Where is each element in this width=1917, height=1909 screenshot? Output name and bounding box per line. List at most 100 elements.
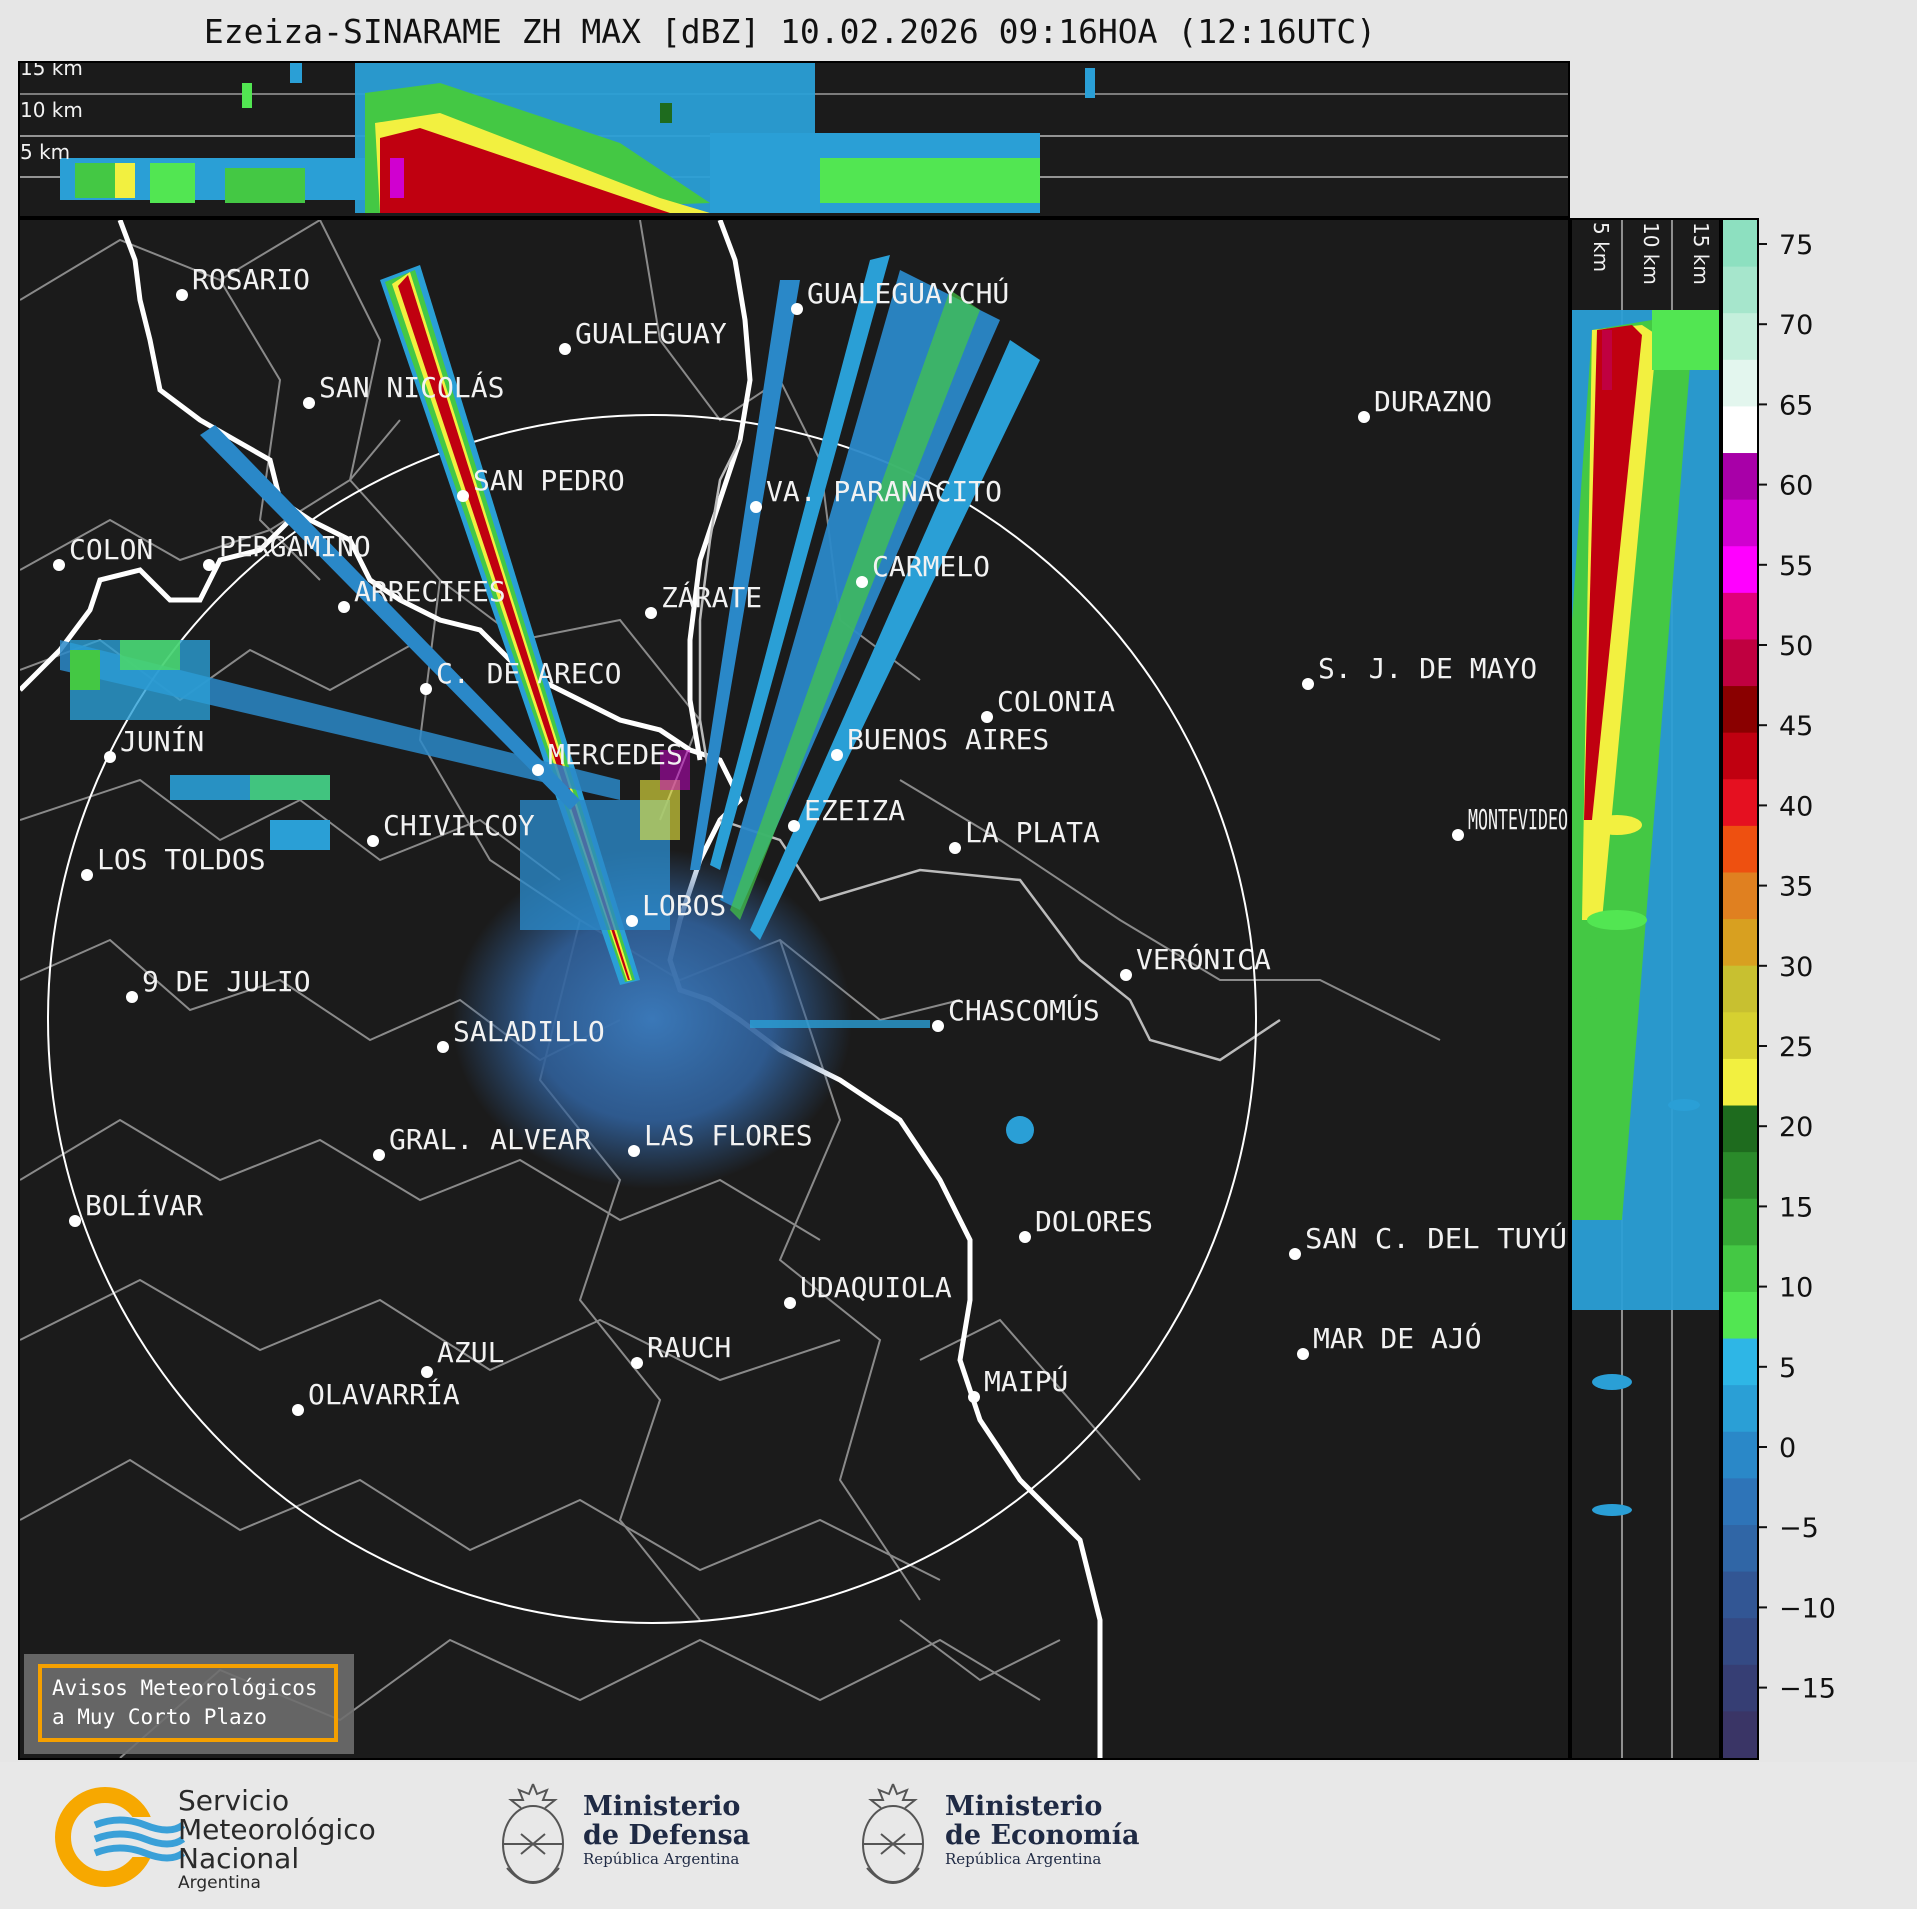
smn-line-3: Nacional bbox=[178, 1842, 300, 1875]
city-label: AZUL bbox=[437, 1336, 504, 1369]
city-label: SAN PEDRO bbox=[473, 464, 625, 497]
city-label: SALADILLO bbox=[453, 1015, 605, 1048]
colorbar-band bbox=[1723, 639, 1757, 687]
colorbar-band bbox=[1723, 313, 1757, 361]
warning-box: Avisos Meteorológicos a Muy Corto Plazo bbox=[24, 1654, 354, 1754]
city-label: OLAVARRÍA bbox=[308, 1377, 460, 1411]
colorbar-tick-label: 75 bbox=[1779, 230, 1813, 261]
colorbar-band bbox=[1723, 779, 1757, 827]
colorbar-band bbox=[1723, 732, 1757, 780]
colorbar-tick-label: −10 bbox=[1779, 1593, 1836, 1624]
city-label: BUENOS AIRES bbox=[847, 723, 1049, 756]
footer: Servicio Meteorológico Nacional Argentin… bbox=[0, 1762, 1917, 1909]
colorbar-tick-label: 25 bbox=[1779, 1032, 1813, 1063]
side-height-label-15km: 15 km bbox=[1689, 222, 1713, 285]
colorbar-tick-label: 70 bbox=[1779, 310, 1813, 341]
city-label: GUALEGUAYCHÚ bbox=[807, 276, 1009, 310]
city-label: CHASCOMÚS bbox=[948, 993, 1100, 1027]
colorbar-tick-label: −5 bbox=[1779, 1513, 1819, 1544]
colorbar-band bbox=[1723, 1664, 1757, 1712]
side-height-label-5km: 5 km bbox=[1589, 222, 1613, 272]
colorbar-band bbox=[1723, 1571, 1757, 1619]
colorbar-tick-label: −15 bbox=[1779, 1674, 1836, 1705]
city-label: ZÁRATE bbox=[661, 580, 762, 614]
economia-seal-icon bbox=[855, 1778, 931, 1894]
height-label-15km: 15 km bbox=[20, 63, 83, 80]
smn-logo-text: Servicio Meteorológico Nacional Argentin… bbox=[178, 1786, 376, 1893]
city-label: DURAZNO bbox=[1374, 385, 1492, 418]
colorbar-band bbox=[1723, 1245, 1757, 1293]
colorbar-band bbox=[1723, 1291, 1757, 1340]
colorbar-tick-label: 30 bbox=[1779, 952, 1813, 983]
city-label: CARMELO bbox=[872, 550, 990, 583]
city-label: 9 DE JULIO bbox=[142, 965, 311, 998]
side-height-label-10km: 10 km bbox=[1639, 222, 1663, 285]
chart-title: Ezeiza-SINARAME ZH MAX [dBZ] 10.02.2026 … bbox=[203, 12, 1377, 51]
colorbar-band bbox=[1723, 1618, 1757, 1666]
colorbar-band bbox=[1723, 872, 1757, 920]
radar-map: ROSARIO GUALEGUAYCHÚ GUALEGUAY SAN NICOL… bbox=[18, 218, 1570, 1760]
colorbar-band bbox=[1723, 499, 1757, 547]
side-height-profile: 5 km 10 km 15 km bbox=[1570, 218, 1721, 1760]
defensa-line-2: de Defensa bbox=[583, 1820, 751, 1851]
colorbar-band bbox=[1723, 546, 1757, 594]
colorbar-band bbox=[1723, 406, 1757, 454]
warning-line-2: a Muy Corto Plazo bbox=[52, 1705, 267, 1729]
smn-line-2: Meteorológico bbox=[178, 1813, 376, 1846]
colorbar-band bbox=[1723, 919, 1757, 967]
city-label: UDAQUIOLA bbox=[800, 1271, 952, 1304]
city-label: EZEIZA bbox=[804, 794, 905, 827]
city-label: LOBOS bbox=[642, 889, 726, 922]
colorbar-tick-label: 45 bbox=[1779, 711, 1813, 742]
colorbar-band bbox=[1723, 1105, 1757, 1153]
colorbar-tick-label: 35 bbox=[1779, 872, 1813, 903]
city-label: C. DE ARECO bbox=[436, 657, 621, 690]
city-label: RAUCH bbox=[647, 1331, 731, 1364]
smn-line-4: Argentina bbox=[178, 1873, 261, 1893]
city-label: MAIPÚ bbox=[984, 1364, 1068, 1398]
city-label: COLONIA bbox=[997, 685, 1115, 718]
colorbar-band bbox=[1723, 1478, 1757, 1526]
colorbar-band bbox=[1723, 1198, 1757, 1246]
profile-echoes bbox=[60, 63, 1095, 213]
smn-line-1: Servicio bbox=[178, 1784, 290, 1817]
dbz-colorbar bbox=[1721, 218, 1759, 1760]
warning-box-frame: Avisos Meteorológicos a Muy Corto Plazo bbox=[38, 1664, 338, 1742]
city-label: ROSARIO bbox=[192, 263, 310, 296]
side-profile-echoes bbox=[1572, 310, 1719, 1516]
colorbar-tick-label: 60 bbox=[1779, 471, 1813, 502]
radar-echoes bbox=[60, 255, 1040, 1144]
warning-line-1: Avisos Meteorológicos bbox=[52, 1676, 318, 1700]
economia-line-2: de Economía bbox=[945, 1820, 1140, 1851]
colorbar-band bbox=[1723, 825, 1757, 874]
colorbar-tick-label: 0 bbox=[1779, 1433, 1796, 1464]
colorbar-band bbox=[1723, 1012, 1757, 1060]
colorbar-tick-label: 50 bbox=[1779, 631, 1813, 662]
city-labels: ROSARIO GUALEGUAYCHÚ GUALEGUAY SAN NICOL… bbox=[69, 263, 1568, 1411]
smn-logo-icon bbox=[55, 1787, 185, 1887]
colorbar-band bbox=[1723, 1385, 1757, 1433]
colorbar-band bbox=[1723, 686, 1757, 734]
city-label: BOLÍVAR bbox=[85, 1188, 203, 1222]
city-label: S. J. DE MAYO bbox=[1318, 652, 1537, 685]
city-label: GUALEGUAY bbox=[575, 317, 727, 350]
height-label-5km: 5 km bbox=[20, 140, 70, 164]
colorbar-band bbox=[1723, 1431, 1757, 1479]
city-label: PERGAMINO bbox=[219, 530, 371, 563]
city-label: LOS TOLDOS bbox=[97, 843, 266, 876]
city-label: MERCEDES bbox=[548, 738, 683, 771]
city-label: SAN NICOLÁS bbox=[319, 370, 504, 404]
colorbar-tick-label: 20 bbox=[1779, 1112, 1813, 1143]
city-label: SAN C. DEL TUYÚ bbox=[1305, 1221, 1567, 1255]
economia-text: Ministerio de Economía República Argenti… bbox=[945, 1792, 1139, 1868]
river-borders bbox=[698, 439, 1281, 1062]
city-label: ARRECIFES bbox=[354, 575, 506, 608]
economia-line-3: República Argentina bbox=[945, 1850, 1102, 1868]
height-label-10km: 10 km bbox=[20, 98, 83, 122]
colorbar-band bbox=[1723, 266, 1757, 314]
colorbar-band bbox=[1723, 965, 1757, 1013]
colorbar-band bbox=[1723, 453, 1757, 501]
colorbar-band bbox=[1723, 1152, 1757, 1200]
city-markers bbox=[53, 289, 1464, 1416]
city-label: LA PLATA bbox=[965, 816, 1100, 849]
